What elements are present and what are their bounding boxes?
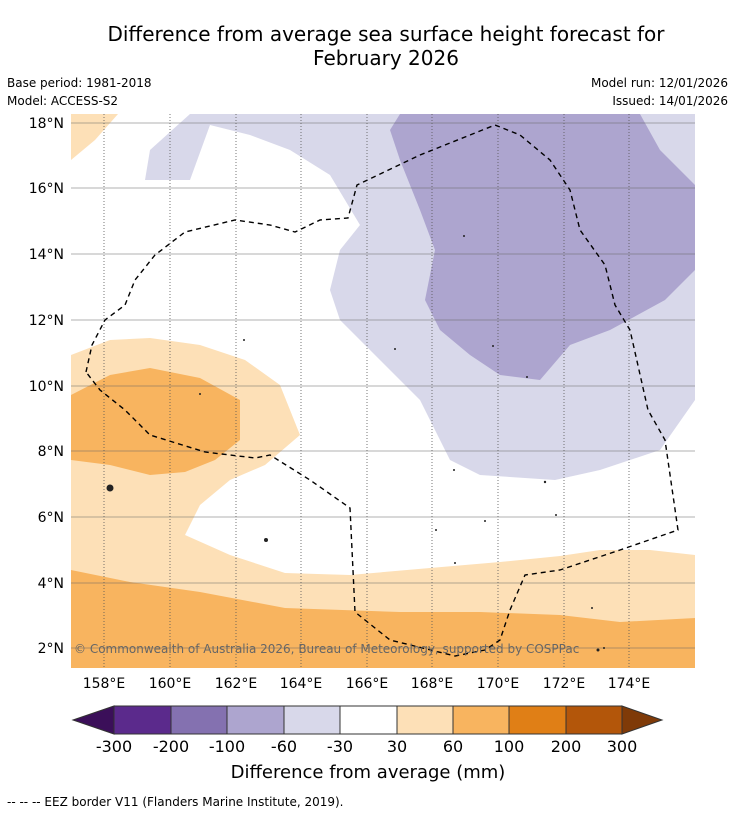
base-period: Base period: 1981-2018 [7, 76, 152, 90]
lon-tick: 168°E [411, 676, 454, 692]
colorbar-extend-low [71, 705, 115, 735]
colorbar-label: 30 [387, 737, 407, 756]
colorbar-label: 200 [551, 737, 582, 756]
colorbar-swatch [283, 705, 341, 735]
colorbar-label: -100 [209, 737, 245, 756]
colorbar-label: -300 [96, 737, 132, 756]
lat-gridlines [71, 122, 695, 649]
colorbar-label: 100 [494, 737, 525, 756]
lat-tick: 14°N [29, 247, 64, 263]
model-name: Model: ACCESS-S2 [7, 94, 119, 108]
colorbar-title: Difference from average (mm) [231, 762, 506, 783]
colorbar-label: -30 [327, 737, 353, 756]
lon-tick: 158°E [83, 676, 126, 692]
map-title-line-1: Difference from average sea surface heig… [107, 22, 665, 46]
lon-gridlines [103, 114, 630, 668]
lat-tick: 12°N [29, 313, 64, 329]
meta-right: Model run: 12/01/2026 Issued: 14/01/2026 [591, 74, 728, 110]
colorbar-swatch [508, 705, 567, 735]
map-copyright: © Commonwealth of Australia 2026, Bureau… [74, 642, 579, 656]
lon-tick: 172°E [543, 676, 586, 692]
contour-orange-south [71, 570, 695, 668]
lon-tick: 174°E [608, 676, 651, 692]
lon-tick: 160°E [149, 676, 192, 692]
colorbar-swatch [113, 705, 172, 735]
colorbar-swatch [565, 705, 623, 735]
lon-tick: 164°E [280, 676, 323, 692]
colorbar: -300 -200 -100 -60 -30 30 60 100 200 300… [71, 705, 664, 783]
map-area: © Commonwealth of Australia 2026, Bureau… [71, 114, 695, 668]
lon-tick: 170°E [477, 676, 520, 692]
eez-footnote: -- -- -- EEZ border V11 (Flanders Marine… [7, 795, 344, 809]
contour-orange-west [71, 368, 240, 475]
meta-left: Base period: 1981-2018 Model: ACCESS-S2 [7, 74, 152, 110]
colorbar-swatch [226, 705, 285, 735]
colorbar-label: 60 [443, 737, 463, 756]
colorbar-swatch [170, 705, 228, 735]
colorbar-labels: -300 -200 -100 -60 -30 30 60 100 200 300 [96, 737, 637, 756]
lat-axis: 18°N 16°N 14°N 12°N 10°N 8°N 6°N 4°N 2°N [29, 116, 64, 657]
issued-date: Issued: 14/01/2026 [612, 94, 728, 108]
eez-border [85, 124, 679, 657]
lat-tick: 18°N [29, 116, 64, 132]
map-title: Difference from average sea surface heig… [0, 22, 736, 70]
colorbar-label: -200 [153, 737, 189, 756]
contour-light-orange-corner [71, 114, 118, 160]
lon-tick: 162°E [215, 676, 258, 692]
lat-tick: 4°N [38, 576, 64, 592]
lon-tick: 166°E [346, 676, 389, 692]
model-run: Model run: 12/01/2026 [590, 76, 728, 90]
colorbar-swatch [396, 705, 454, 735]
lat-tick: 16°N [29, 181, 64, 197]
lat-tick: 2°N [38, 641, 64, 657]
colorbar-swatch [339, 705, 398, 735]
lat-tick: 8°N [38, 444, 64, 460]
colorbar-extend-high [621, 705, 664, 735]
lat-tick: 6°N [38, 510, 64, 526]
lat-tick: 10°N [29, 379, 64, 395]
contour-medium-purple [390, 114, 695, 380]
map-title-line-2: February 2026 [313, 46, 459, 70]
lon-axis: 158°E 160°E 162°E 164°E 166°E 168°E 170°… [83, 676, 651, 692]
colorbar-label: 300 [607, 737, 638, 756]
colorbar-label: -60 [271, 737, 297, 756]
colorbar-swatch [452, 705, 510, 735]
islands [106, 235, 605, 652]
